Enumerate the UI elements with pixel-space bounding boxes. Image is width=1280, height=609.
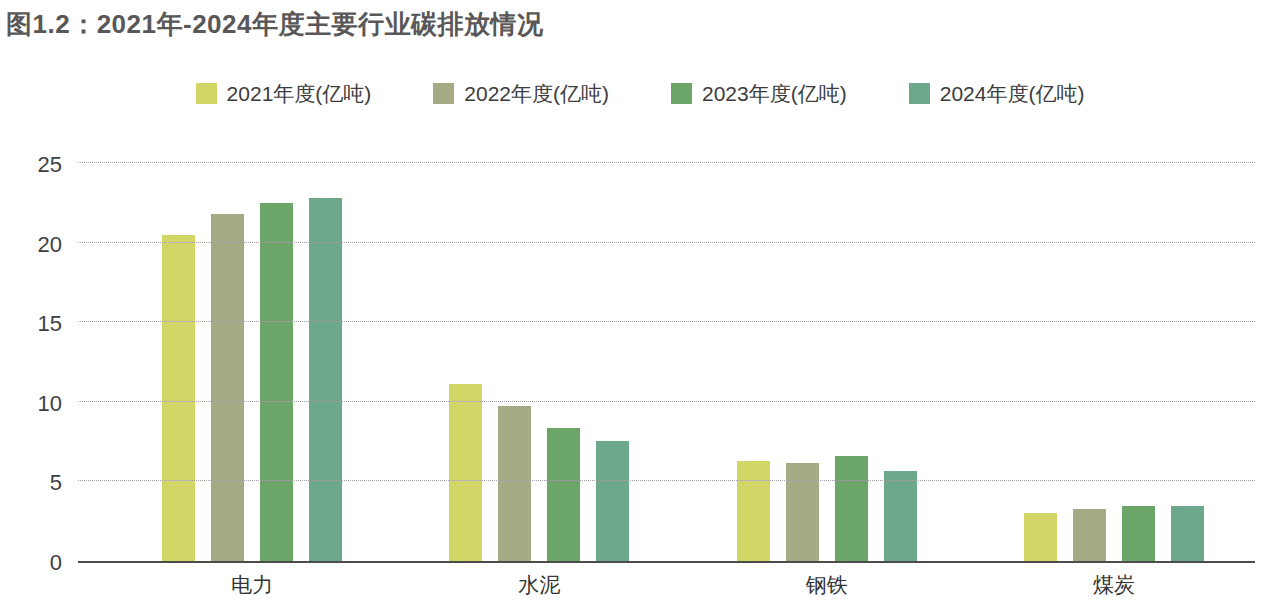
legend-item: 2023年度(亿吨) [671, 80, 847, 108]
legend-swatch-icon [909, 83, 930, 104]
legend-swatch-icon [196, 83, 217, 104]
bar-group: 钢铁 [737, 165, 917, 561]
x-axis-category-label: 煤炭 [1093, 571, 1135, 599]
legend-item: 2021年度(亿吨) [196, 80, 372, 108]
bar [260, 203, 293, 561]
legend-label: 2021年度(亿吨) [227, 80, 372, 108]
bar [449, 384, 482, 561]
plot-area: 电力水泥钢铁煤炭 [78, 165, 1255, 563]
legend-swatch-icon [433, 83, 454, 104]
bar [211, 214, 244, 561]
bar [1024, 513, 1057, 561]
legend-swatch-icon [671, 83, 692, 104]
bar [1122, 506, 1155, 561]
bar [884, 471, 917, 561]
carbon-emissions-chart-page: 图1.2：2021年-2024年度主要行业碳排放情况 2021年度(亿吨)202… [0, 0, 1280, 609]
legend-item: 2022年度(亿吨) [433, 80, 609, 108]
bar-group: 煤炭 [1024, 165, 1204, 561]
y-axis-tick-label: 20 [0, 232, 62, 258]
bar [786, 463, 819, 561]
gridline [78, 162, 1255, 163]
bar [547, 428, 580, 561]
gridline [78, 321, 1255, 322]
bar [498, 406, 531, 561]
bar [1171, 506, 1204, 561]
x-axis-category-label: 电力 [231, 571, 273, 599]
chart-title: 图1.2：2021年-2024年度主要行业碳排放情况 [0, 0, 1280, 39]
legend: 2021年度(亿吨) 2022年度(亿吨) 2023年度(亿吨) 2024年度(亿吨) [0, 81, 1280, 106]
bar [596, 441, 629, 561]
y-axis-tick-label: 10 [0, 391, 62, 417]
bar-groups: 电力水泥钢铁煤炭 [78, 165, 1255, 561]
gridline [78, 480, 1255, 481]
y-axis-tick-label: 0 [0, 550, 62, 576]
bar-chart: 0510152025 电力水泥钢铁煤炭 [0, 106, 1280, 601]
legend-label: 2024年度(亿吨) [940, 80, 1085, 108]
legend-label: 2022年度(亿吨) [464, 80, 609, 108]
bar [309, 198, 342, 561]
legend-item: 2024年度(亿吨) [909, 80, 1085, 108]
y-axis-tick-label: 5 [0, 470, 62, 496]
bar [162, 235, 195, 561]
gridline [78, 242, 1255, 243]
bar [835, 456, 868, 561]
gridline [78, 401, 1255, 402]
legend-label: 2023年度(亿吨) [702, 80, 847, 108]
y-axis-tick-label: 15 [0, 311, 62, 337]
x-axis-category-label: 钢铁 [806, 571, 848, 599]
bar-group: 水泥 [449, 165, 629, 561]
bar [737, 461, 770, 561]
y-axis-tick-label: 25 [0, 152, 62, 178]
y-axis: 0 5 10 15 20 25 [0, 106, 62, 601]
x-axis-category-label: 水泥 [518, 571, 560, 599]
bar-group: 电力 [162, 165, 342, 561]
bar [1073, 509, 1106, 561]
